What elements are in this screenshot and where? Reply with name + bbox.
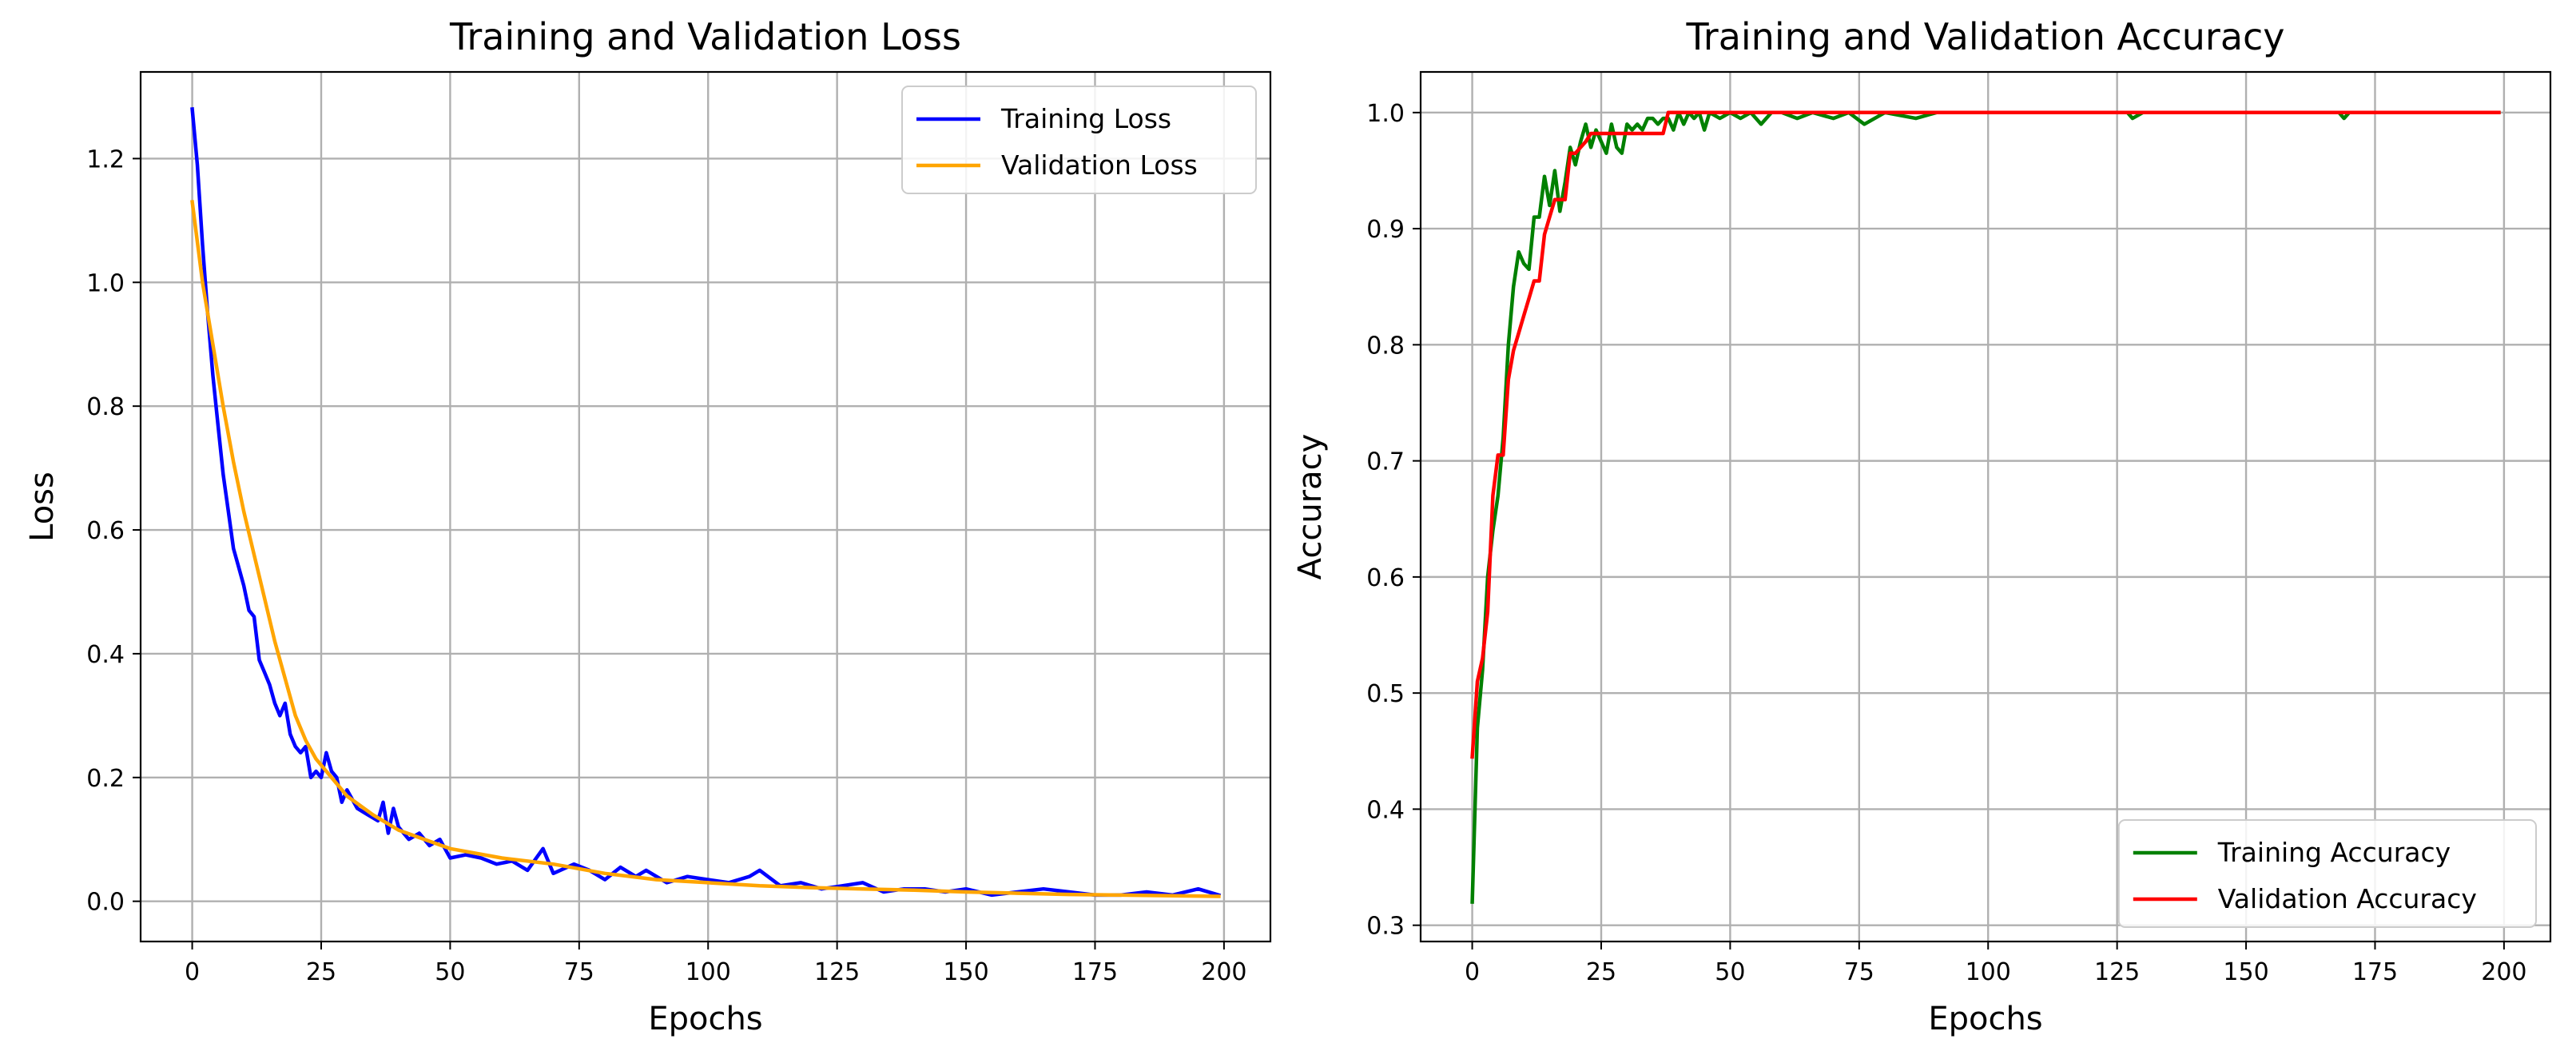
x-tick-label: 75 xyxy=(564,958,594,986)
legend-label: Validation Loss xyxy=(1001,149,1198,181)
loss-chart: 0 25 50 75 100 125 150 175 200 0.0 0.2 0.4 0.6 0.8 1.0… xyxy=(24,15,1272,1037)
plot-frame xyxy=(1419,70,2552,943)
x-tick-label: 125 xyxy=(2094,958,2140,986)
x-tick-label: 175 xyxy=(1072,958,1118,986)
x-axis-label: Epochs xyxy=(648,1001,762,1037)
series-line-training-accuracy xyxy=(1470,110,2501,904)
y-tick-label: 0.2 xyxy=(86,765,125,793)
legend-label: Training Accuracy xyxy=(2217,837,2451,868)
x-tick-label: 25 xyxy=(306,958,336,986)
legend-box xyxy=(901,86,1257,194)
y-tick-label: 0.4 xyxy=(1366,796,1405,824)
x-tick-label: 75 xyxy=(1844,958,1874,986)
y-tick-label: 0.9 xyxy=(1366,216,1405,244)
x-tick-label: 0 xyxy=(185,958,200,986)
series-line-validation-accuracy xyxy=(1470,110,2501,759)
accuracy-chart: 0 25 50 75 100 125 150 175 200 0.3 0.4 0.5 0.6 0.7 0.8… xyxy=(1292,15,2552,1037)
legend: Training Loss Validation Loss xyxy=(901,86,1257,194)
x-tick-label: 150 xyxy=(943,958,988,986)
y-tick-label: 0.3 xyxy=(1366,913,1405,941)
x-axis-label: Epochs xyxy=(1928,1001,2042,1037)
y-axis-label: Accuracy xyxy=(1292,434,1329,580)
y-tick-label: 0.6 xyxy=(1366,564,1405,592)
y-tick-label: 0.5 xyxy=(1366,680,1405,708)
y-tick-label: 0.8 xyxy=(86,393,125,421)
y-tick-label: 0.7 xyxy=(1366,448,1405,476)
x-tick-label: 50 xyxy=(1715,958,1745,986)
y-tick-label: 1.0 xyxy=(86,269,125,297)
legend-label: Training Loss xyxy=(1000,103,1171,134)
chart-title: Training and Validation Accuracy xyxy=(1685,15,2284,58)
x-tick-label: 25 xyxy=(1586,958,1616,986)
x-tick-label: 100 xyxy=(686,958,731,986)
plot-frame xyxy=(139,70,1272,943)
x-tick-label: 50 xyxy=(435,958,465,986)
y-tick-label: 1.2 xyxy=(86,145,125,173)
legend-box xyxy=(2117,819,2538,928)
x-tick-label: 175 xyxy=(2352,958,2398,986)
y-tick-label: 1.0 xyxy=(1366,100,1405,128)
y-tick-label: 0.8 xyxy=(1366,332,1405,360)
chart-title: Training and Validation Loss xyxy=(449,15,961,58)
series-line-validation-loss xyxy=(190,200,1221,898)
y-tick-label: 0.4 xyxy=(86,641,125,669)
y-axis-label: Loss xyxy=(24,472,61,542)
y-tick-label: 0.0 xyxy=(86,889,125,917)
legend: Training Accuracy Validation Accuracy xyxy=(2117,819,2538,928)
x-tick-label: 200 xyxy=(1201,958,1246,986)
x-tick-label: 200 xyxy=(2481,958,2526,986)
x-tick-label: 100 xyxy=(1966,958,2011,986)
x-tick-label: 0 xyxy=(1465,958,1480,986)
y-tick-label: 0.6 xyxy=(86,517,125,545)
x-tick-label: 150 xyxy=(2223,958,2268,986)
x-tick-label: 125 xyxy=(814,958,860,986)
legend-label: Validation Accuracy xyxy=(2218,883,2477,914)
